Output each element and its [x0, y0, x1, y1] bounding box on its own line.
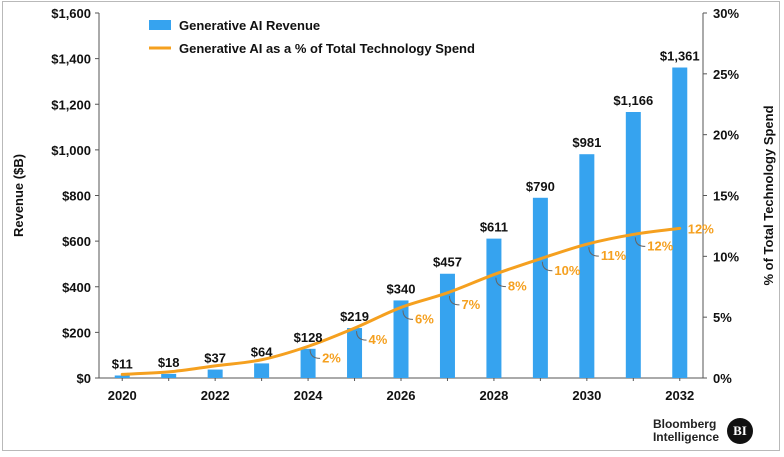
share-line-label: 11%: [601, 248, 627, 263]
revenue-bar-label: $37: [204, 351, 226, 366]
share-line-label: 8%: [508, 279, 527, 294]
y-left-tick-label: $200: [62, 325, 91, 340]
legend-label-revenue: Generative AI Revenue: [179, 18, 320, 33]
y-left-tick-label: $1,000: [51, 143, 91, 158]
share-label-leader: [356, 331, 367, 341]
revenue-bar-label: $11: [112, 356, 133, 371]
brand-line2: Intelligence: [652, 430, 719, 444]
x-tick-label: 2032: [665, 388, 694, 403]
share-label-leader: [634, 237, 646, 247]
revenue-bar: [254, 363, 270, 378]
share-label-leader: [309, 349, 321, 359]
brand-text: Bloomberg Intelligence: [653, 418, 719, 444]
y-right-tick-label: 20%: [713, 128, 739, 143]
x-tick-label: 2022: [201, 388, 230, 403]
y-left-tick-label: $800: [62, 189, 91, 204]
share-label-leader: [541, 261, 553, 272]
revenue-bar-label: $1,166: [613, 93, 653, 108]
share-label-leader: [588, 247, 599, 257]
share-line-label: 10%: [554, 263, 580, 278]
y-right-tick-label: 10%: [713, 249, 739, 264]
share-line-label: 7%: [461, 297, 480, 312]
y-right-tick-label: 5%: [713, 310, 732, 325]
legend: Generative AI Revenue Generative AI as a …: [149, 18, 475, 56]
x-tick-label: 2028: [479, 388, 508, 403]
y-left-tick-label: $1,400: [51, 52, 91, 67]
revenue-bar-label: $128: [294, 330, 323, 345]
revenue-bar-label: $611: [480, 220, 508, 235]
y-left-tick-label: $0: [77, 371, 91, 386]
x-tick-label: 2024: [294, 388, 324, 403]
revenue-bar: [114, 375, 130, 378]
bloomberg-intelligence-logo: Bloomberg Intelligence BI: [653, 418, 753, 444]
revenue-bar: [207, 369, 223, 378]
bar-series: [114, 67, 688, 378]
chart-axes: $0 $200 $400 $600 $800 $1,000 $1,200 $1,400 $1,6…: [11, 6, 776, 403]
revenue-bar-label: $457: [433, 255, 462, 270]
legend-label-share: Generative AI as a % of Total Technology…: [179, 41, 475, 56]
revenue-bar-label: $790: [526, 179, 555, 194]
revenue-bar: [625, 112, 641, 378]
revenue-bar: [672, 67, 688, 378]
revenue-bar-label: $1,361: [660, 49, 700, 64]
share-line-label: 2%: [322, 350, 341, 365]
revenue-bar-label: $340: [387, 281, 416, 296]
y-right-tick-label: 15%: [713, 189, 739, 204]
share-label-leader: [495, 277, 506, 288]
revenue-bar-label: $981: [572, 135, 601, 150]
data-labels: $11 $18 $37 $64 $128 $219 $340 $457 $611 $790 $981…: [112, 49, 714, 372]
y-right-tick-label: 0%: [713, 371, 732, 386]
revenue-bar: [532, 197, 548, 378]
legend-swatch-bar: [149, 20, 171, 30]
share-line-label: 6%: [415, 311, 434, 326]
y-left-tick-label: $1,600: [51, 6, 91, 21]
y-axis-left-title: Revenue ($B): [11, 154, 26, 237]
tech-spend-share-line: [120, 226, 682, 376]
y-axis-right-title: % of Total Technology Spend: [761, 105, 776, 285]
bi-logo-icon: BI: [727, 418, 753, 444]
revenue-bar-label: $64: [251, 344, 273, 359]
revenue-bar: [161, 373, 177, 378]
y-left-tick-label: $400: [62, 280, 91, 295]
revenue-bar: [347, 328, 363, 378]
revenue-bar: [300, 348, 316, 378]
share-line-label: 12%: [688, 221, 714, 236]
share-line-label: 4%: [369, 332, 388, 347]
y-left-tick-label: $600: [62, 234, 91, 249]
line-series: [120, 226, 682, 376]
brand-line1: Bloomberg: [652, 417, 717, 431]
y-right-tick-label: 25%: [713, 67, 739, 82]
x-tick-label: 2026: [387, 388, 416, 403]
revenue-bar: [439, 273, 455, 378]
revenue-bar: [393, 300, 409, 378]
y-left-tick-label: $1,200: [51, 97, 91, 112]
revenue-bar-label: $219: [340, 309, 369, 324]
x-tick-label: 2030: [572, 388, 601, 403]
chart-svg: $0 $200 $400 $600 $800 $1,000 $1,200 $1,400 $1,6…: [11, 6, 776, 403]
revenue-bar-label: $18: [158, 355, 180, 370]
share-line-label: 12%: [647, 238, 673, 253]
chart-frame: $0 $200 $400 $600 $800 $1,000 $1,200 $1,400 $1,6…: [2, 1, 780, 451]
x-tick-label: 2020: [108, 388, 137, 403]
revenue-bar: [486, 238, 502, 378]
y-right-tick-label: 30%: [713, 6, 739, 21]
share-label-leader: [402, 310, 414, 320]
share-label-leader: [448, 295, 460, 306]
revenue-bar: [579, 154, 595, 378]
